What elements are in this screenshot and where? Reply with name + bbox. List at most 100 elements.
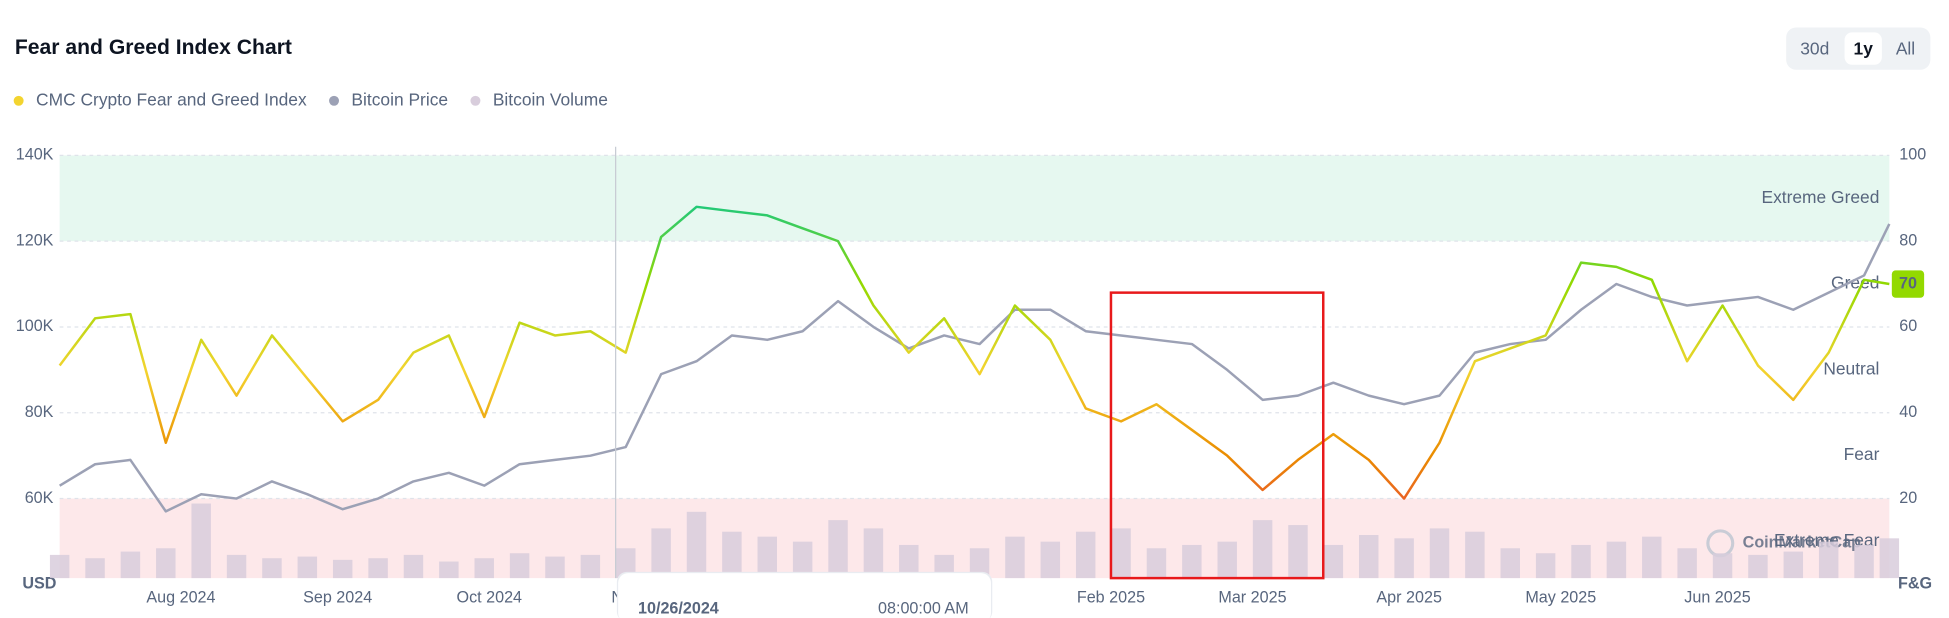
- volume-bar: [156, 548, 176, 579]
- volume-bar: [686, 511, 707, 579]
- tooltip-time: 08:00:00 AM: [878, 599, 969, 617]
- volume-bar: [1111, 528, 1131, 579]
- volume-bar: [1288, 525, 1308, 579]
- volume-bar: [1005, 536, 1025, 579]
- volume-bar: [828, 520, 848, 579]
- volume-bar: [545, 556, 565, 579]
- y-tick-label: 140K: [16, 146, 54, 164]
- volume-bar: [1677, 548, 1697, 579]
- highlight-box: [1109, 291, 1325, 580]
- x-tick-label: Apr 2025: [1376, 588, 1442, 606]
- volume-bar: [403, 554, 424, 579]
- zone-label: Extreme Greed: [1761, 187, 1879, 207]
- watermark: CoinMarketCap: [1743, 534, 1862, 552]
- fear-greed-line: [58, 205, 1890, 500]
- volume-bar: [1252, 520, 1273, 579]
- volume-bar: [1535, 553, 1556, 579]
- y2-tick-label: 80: [1899, 231, 1917, 249]
- zone-label: Neutral: [1823, 358, 1879, 378]
- y-tick-label: 80K: [25, 403, 54, 421]
- volume-bar: [580, 554, 601, 579]
- zone-band: [59, 155, 1890, 242]
- volume-bar: [1323, 544, 1344, 579]
- volume-bar: [1182, 544, 1202, 579]
- x-tick-label: Jun 2025: [1684, 588, 1750, 606]
- volume-bar: [1854, 544, 1874, 579]
- volume-bar: [1606, 541, 1627, 579]
- range-button[interactable]: 30d: [1800, 38, 1829, 58]
- zone-label: Greed: [1831, 273, 1879, 293]
- volume-bar: [1075, 531, 1096, 579]
- volume-bar: [85, 558, 105, 579]
- legend-dot: [470, 95, 481, 106]
- volume-bar: [757, 536, 778, 579]
- volume-bar: [368, 558, 388, 579]
- volume-bar: [297, 556, 318, 579]
- volume-bar: [1040, 541, 1061, 579]
- range-button[interactable]: All: [1896, 38, 1915, 58]
- volume-bar: [332, 559, 353, 579]
- volume-bar: [616, 548, 636, 579]
- y2-tick-label: 40: [1899, 403, 1917, 421]
- volume-bar: [226, 554, 247, 579]
- y2-tick-label: 60: [1899, 317, 1917, 335]
- x-tick-label: Mar 2025: [1218, 588, 1286, 606]
- volume-bar: [722, 531, 742, 579]
- legend-dot: [329, 95, 340, 106]
- volume-bar: [509, 553, 530, 579]
- volume-bar: [1394, 538, 1414, 579]
- volume-bar: [1500, 548, 1520, 579]
- x-tick-label: May 2025: [1525, 588, 1596, 606]
- legend-dot: [13, 95, 24, 106]
- chart-title: Fear and Greed Index Chart: [15, 36, 292, 59]
- tooltip: [618, 573, 992, 618]
- volume-bar: [1783, 551, 1804, 579]
- legend-label: Bitcoin Price: [351, 89, 448, 109]
- zone-label: Extreme Fear: [1774, 530, 1880, 550]
- x-tick-label: Oct 2024: [457, 588, 523, 606]
- volume-bar: [1712, 553, 1733, 579]
- current-badge: [1891, 270, 1925, 298]
- volume-bar: [120, 551, 141, 579]
- volume-bar: [1465, 531, 1485, 579]
- volume-bar: [1748, 554, 1768, 579]
- range-button-active[interactable]: [1844, 32, 1882, 65]
- volume-bar: [1879, 538, 1900, 579]
- volume-bar: [1571, 544, 1591, 579]
- volume-bar: [1642, 536, 1662, 579]
- volume-bar: [474, 558, 494, 579]
- current-value: 70: [1899, 274, 1917, 292]
- volume-bar: [969, 548, 990, 579]
- volume-bar: [1818, 541, 1839, 579]
- volume-bar: [1146, 548, 1167, 579]
- y-unit: USD: [22, 575, 56, 593]
- y2-tick-label: 100: [1899, 146, 1926, 164]
- y-tick-label: 60K: [25, 489, 54, 507]
- legend-label: CMC Crypto Fear and Greed Index: [36, 89, 307, 109]
- volume-bar: [1217, 541, 1237, 579]
- range-button[interactable]: 1y: [1854, 38, 1874, 58]
- volume-bar: [1429, 528, 1450, 579]
- y-tick-label: 120K: [16, 231, 54, 249]
- volume-bar: [191, 503, 211, 579]
- x-tick-label: Feb 2025: [1077, 588, 1145, 606]
- y2-unit: F&G: [1898, 575, 1932, 593]
- volume-bar: [439, 561, 459, 579]
- volume-bar: [863, 528, 884, 579]
- price-line: [59, 223, 1891, 513]
- x-tick-label: Sep 2024: [303, 588, 372, 606]
- volume-bar: [49, 554, 70, 579]
- x-tick-label: Aug 2024: [146, 588, 215, 606]
- y-tick-label: 100K: [16, 317, 54, 335]
- volume-bar: [792, 541, 813, 579]
- volume-bar: [1359, 535, 1379, 579]
- volume-bar: [651, 528, 671, 579]
- y2-tick-label: 20: [1899, 489, 1917, 507]
- tooltip-date: 10/26/2024: [638, 599, 719, 617]
- zone-label: Fear: [1844, 444, 1880, 464]
- volume-bar: [262, 558, 282, 579]
- legend-label: Bitcoin Volume: [493, 89, 608, 109]
- volume-bar: [899, 544, 919, 579]
